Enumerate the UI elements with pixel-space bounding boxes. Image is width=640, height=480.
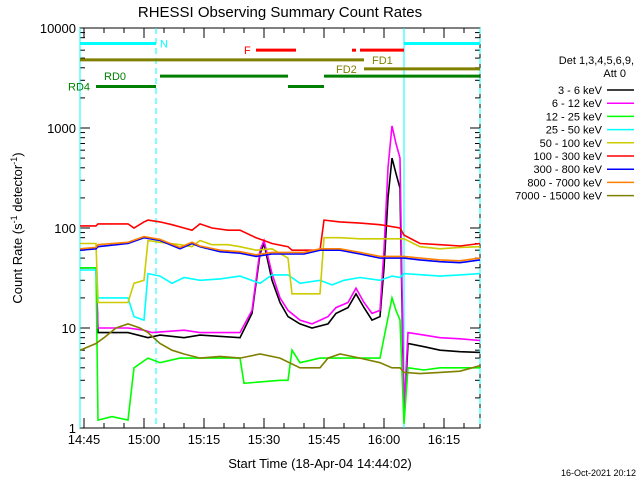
series-line <box>79 236 481 264</box>
y-tick-label: 10 <box>62 321 76 336</box>
x-tick-label: 15:30 <box>248 432 281 447</box>
series-line <box>79 323 481 375</box>
legend-entry-label: 25 - 50 keV <box>546 125 603 137</box>
state-bar-label: RD4 <box>68 82 90 94</box>
y-axis-label-sup2: -1 <box>9 157 19 165</box>
x-tick-label: 16:00 <box>368 432 401 447</box>
state-bar-label: FD1 <box>372 55 393 67</box>
legend-entry-label: 300 - 800 keV <box>534 164 603 176</box>
y-axis-label-mid: detector <box>10 164 25 215</box>
generation-timestamp: 16-Oct-2021 20:12 <box>561 468 636 478</box>
state-bar-label: F <box>244 45 251 57</box>
x-tick-label: 15:15 <box>188 432 221 447</box>
legend-entry-label: 6 - 12 keV <box>552 98 603 110</box>
instrument-state-bars: N F FD1 FD2 RD0 RD4 <box>68 38 480 94</box>
state-bar-label: RD0 <box>104 71 126 83</box>
series-line <box>80 125 481 411</box>
x-tick-label: 16:15 <box>428 432 461 447</box>
axis-ticks: 1 10 100 1000 10000 14:45 15:00 15:15 15:30 15:45… <box>40 21 480 447</box>
series-line <box>80 219 481 251</box>
legend-header-line2: Att 0 <box>603 68 626 80</box>
series-line <box>80 269 481 322</box>
x-tick-label: 14:45 <box>68 432 101 447</box>
legend-entry-label: 100 - 300 keV <box>534 151 603 163</box>
series-line <box>79 235 481 262</box>
y-axis-label: Count Rate (s-1 detector-1) <box>9 152 25 303</box>
y-tick-label: 100 <box>54 221 76 236</box>
y-axis-label-end: ) <box>10 152 25 156</box>
y-axis-label-sup1: -1 <box>9 215 19 223</box>
legend-header-line1: Det 1,3,4,5,6,9, <box>559 55 634 67</box>
y-tick-label: 1000 <box>47 121 76 136</box>
series-line <box>80 236 481 304</box>
y-axis-label-main: Count Rate (s <box>10 223 25 304</box>
y-tick-label: 10000 <box>40 21 76 36</box>
x-tick-label: 15:00 <box>128 432 161 447</box>
legend-entry-label: 12 - 25 keV <box>546 111 603 123</box>
x-axis-label: Start Time (18-Apr-04 14:44:02) <box>228 456 412 471</box>
chart-title: RHESSI Observing Summary Count Rates <box>138 4 422 21</box>
state-bar-label: N <box>160 38 168 50</box>
legend-entry-label: 3 - 6 keV <box>558 85 603 97</box>
y-tick-label: 1 <box>69 421 76 436</box>
series-lines <box>79 125 481 424</box>
state-bar-label: FD2 <box>336 64 357 76</box>
series-line <box>80 266 480 424</box>
x-tick-label: 15:45 <box>308 432 341 447</box>
legend-entry-label: 800 - 7000 keV <box>527 177 602 189</box>
legend-entry-label: 50 - 100 keV <box>540 138 603 150</box>
legend-entry-label: 7000 - 15000 keV <box>515 191 603 203</box>
